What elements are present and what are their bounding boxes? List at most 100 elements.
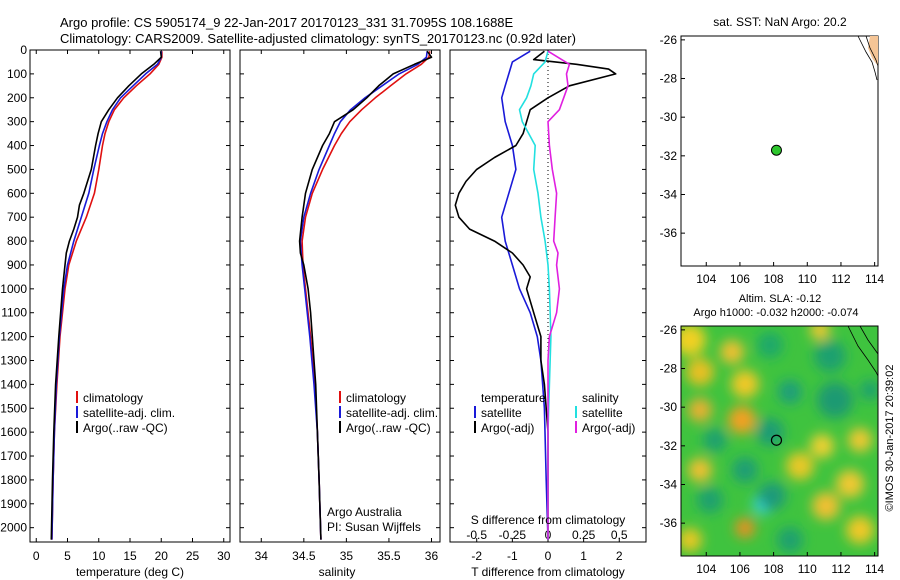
x-tick-label: 35 [340, 549, 354, 563]
x-tick-label: 34 [255, 549, 269, 563]
sst-map-coastline [857, 35, 879, 81]
depth-tick-label: 1300 [0, 353, 27, 367]
salinity-axis-label: salinity [319, 565, 356, 579]
depth-tick-label: 100 [7, 67, 27, 81]
depth-tick-label: 0 [20, 43, 27, 57]
map-lon-label: 106 [730, 272, 750, 286]
map-lat-label: -34 [660, 477, 678, 491]
legend-heading-salinity: salinity [582, 391, 619, 405]
map-lat-label: -32 [660, 439, 678, 453]
x-tick-label: -1 [507, 549, 518, 563]
x-tick-label: 35.5 [377, 549, 401, 563]
legend-label-satellite: satellite-adj. clim. [346, 406, 438, 420]
series-line-3 [50, 51, 163, 540]
x-tick-label: 0 [545, 549, 552, 563]
x-tick-label: 20 [155, 549, 169, 563]
salinity-legend: climatology satellite-adj. clim. Argo(..… [327, 391, 438, 534]
t-difference-axis-label: T difference from climatology [471, 565, 625, 579]
map-lat-label: -26 [660, 33, 678, 47]
depth-axis-labels: 0 100 200 300 400 500 600 700 800 900 1000 1100 1200… [0, 43, 27, 535]
map-lon-label: 108 [764, 272, 784, 286]
sla-map-axes: 104 106 108 110 112 114 -26 -28 -30 -32 -34 -36 [660, 323, 885, 576]
sla-blob [778, 380, 802, 404]
x-tick-label: 1 [580, 549, 587, 563]
header-line-1: Argo profile: CS 5905174_9 22-Jan-2017 2… [60, 15, 514, 30]
x-tick-label: 25 [186, 549, 200, 563]
x-tick-label: 5 [64, 549, 71, 563]
depth-tick-label: 1500 [0, 401, 27, 415]
sst-float-marker [770, 144, 782, 156]
difference-legend: temperature satellite Argo(-adj) salinit… [474, 391, 635, 435]
diff-series-line-3 [518, 50, 552, 540]
salinity-panel-frame [239, 49, 441, 543]
sla-blob [810, 434, 834, 458]
map-lon-label: 112 [831, 562, 850, 576]
depth-tick-label: 300 [7, 115, 27, 129]
s-tick-label: 0.5 [611, 528, 628, 542]
s-tick-label: 0.25 [572, 528, 596, 542]
depth-tick-label: 600 [7, 186, 27, 200]
temperature-axis-label: temperature (deg C) [76, 565, 184, 579]
map-lat-label: -36 [660, 516, 678, 530]
sla-blob [720, 340, 744, 364]
depth-tick-label: 1000 [0, 282, 27, 296]
x-tick-label: 2 [616, 549, 623, 563]
map-lat-label: -30 [660, 110, 678, 124]
s-tick-label: -0.25 [499, 528, 527, 542]
map-lat-label: -30 [660, 400, 678, 414]
sla-blob [756, 418, 784, 446]
temperature-legend: climatology satellite-adj. clim. Argo(..… [76, 391, 175, 435]
sst-coast-line-2 [865, 35, 879, 67]
sst-map-axes: 104 106 108 110 112 114 -26 -28 -30 -32 -34 -36 [660, 33, 885, 286]
sla-coast-line-2 [859, 326, 878, 355]
x-tick-label: 36 [425, 549, 439, 563]
depth-tick-label: 900 [7, 258, 27, 272]
sla-blob [732, 457, 758, 483]
sla-map-title-1: Altim. SLA: -0.12 [739, 293, 822, 305]
depth-tick-label: 1800 [0, 473, 27, 487]
legend-label-climatology: climatology [346, 391, 406, 405]
sla-blob [703, 428, 727, 452]
sla-blob [812, 492, 840, 520]
map-lon-label: 114 [865, 562, 884, 576]
sla-blob [688, 398, 712, 422]
sla-blob [777, 527, 803, 553]
map-lon-label: 106 [730, 562, 750, 576]
x-tick-label: 10 [92, 549, 106, 563]
map-lon-label: 110 [798, 562, 817, 576]
depth-tick-label: 500 [7, 162, 27, 176]
series-line-2 [51, 51, 163, 540]
series-line-1 [301, 51, 431, 540]
temperature-panel-frame [29, 49, 231, 543]
sla-blob [681, 528, 702, 552]
sla-blob [860, 380, 878, 400]
map-lat-label: -34 [660, 187, 678, 201]
sla-float-marker [770, 434, 783, 446]
sla-blob [728, 406, 756, 434]
x-tick-label: 30 [217, 549, 231, 563]
legend-heading-temperature: temperature [481, 391, 546, 405]
map-lon-label: 108 [764, 562, 784, 576]
sla-anomaly-field [681, 326, 878, 553]
sla-blob [848, 428, 872, 452]
legend-label-climatology: climatology [83, 391, 143, 405]
map-lon-label: 112 [831, 272, 850, 286]
sla-blob [688, 458, 712, 482]
map-lat-label: -28 [660, 72, 678, 86]
depth-tick-label: 1100 [1, 306, 27, 320]
map-lat-label: -32 [660, 149, 678, 163]
series-line-3 [298, 50, 433, 540]
sla-blob [757, 332, 783, 358]
imos-credit: ©IMOS 30-Jan-2017 20:39:02 [884, 365, 896, 512]
s-difference-axis-label: S difference from climatology [471, 513, 626, 527]
depth-tick-label: 400 [7, 139, 27, 153]
argo-australia-label: Argo Australia [327, 505, 402, 519]
diff-series-line-4 [547, 50, 571, 540]
pi-label: PI: Susan Wijffels [327, 520, 421, 534]
sla-blob [681, 326, 706, 356]
legend-label-argo: Argo(..raw -QC) [346, 421, 431, 435]
map-lon-label: 114 [865, 272, 884, 286]
sla-blob [786, 452, 814, 480]
sla-blob [846, 516, 874, 544]
sla-map-title-2: Argo h1000: -0.032 h2000: -0.074 [693, 307, 858, 319]
